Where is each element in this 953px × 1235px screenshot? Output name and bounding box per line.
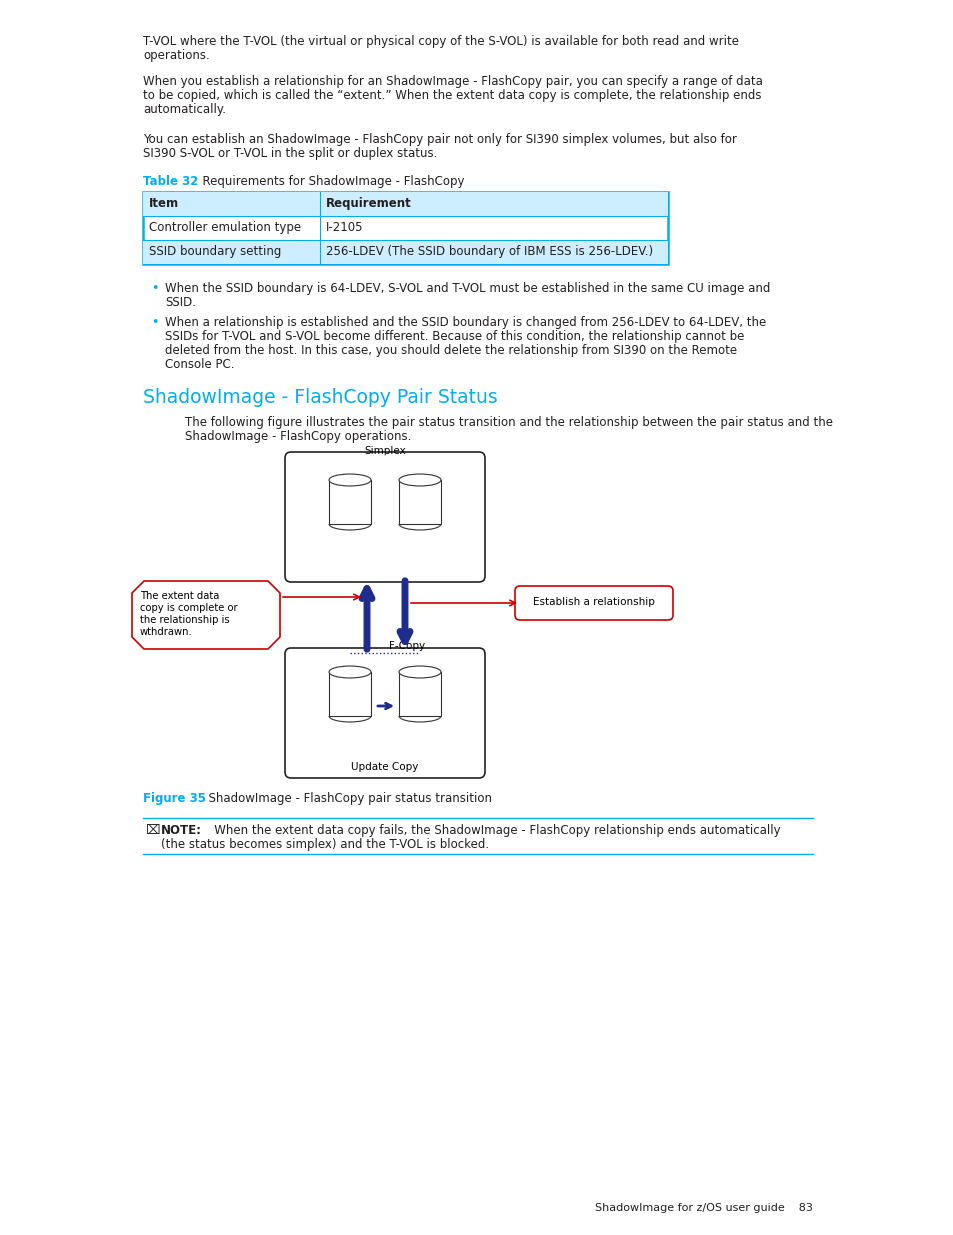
Text: I-2105: I-2105	[326, 221, 363, 233]
Bar	[398, 672, 440, 716]
Text: Figure 35: Figure 35	[143, 792, 206, 805]
Text: the relationship is: the relationship is	[140, 615, 230, 625]
Text: Establish a relationship: Establish a relationship	[533, 597, 655, 606]
Text: ShadowImage - FlashCopy operations.: ShadowImage - FlashCopy operations.	[185, 430, 411, 443]
Text: SI390 S-VOL or T-VOL in the split or duplex status.: SI390 S-VOL or T-VOL in the split or dup…	[143, 147, 436, 161]
Text: deleted from the host. In this case, you should delete the relationship from SI3: deleted from the host. In this case, you…	[165, 345, 737, 357]
Text: SSID boundary setting: SSID boundary setting	[149, 245, 281, 258]
Text: automatically.: automatically.	[143, 103, 226, 116]
Bar	[143, 191, 667, 264]
Ellipse shape	[398, 474, 440, 487]
Text: Simplex: Simplex	[364, 446, 405, 456]
Text: wthdrawn.: wthdrawn.	[140, 627, 193, 637]
Text: F-Copy: F-Copy	[389, 641, 425, 651]
FancyBboxPatch shape	[285, 452, 484, 582]
Text: Console PC.: Console PC.	[165, 358, 234, 370]
Text: operations.: operations.	[143, 49, 210, 62]
Text: SSIDs for T-VOL and S-VOL become different. Because of this condition, the relat: SSIDs for T-VOL and S-VOL become differe…	[165, 330, 743, 343]
Text: When the SSID boundary is 64-LDEV, S-VOL and T-VOL must be established in the sa: When the SSID boundary is 64-LDEV, S-VOL…	[165, 282, 770, 295]
Ellipse shape	[329, 666, 371, 678]
Bar	[143, 191, 667, 216]
Ellipse shape	[398, 666, 440, 678]
Text: T-VOL: T-VOL	[405, 700, 435, 710]
Text: ShadowImage - FlashCopy Pair Status: ShadowImage - FlashCopy Pair Status	[143, 388, 497, 408]
Text: 256-LDEV (The SSID boundary of IBM ESS is 256-LDEV.): 256-LDEV (The SSID boundary of IBM ESS i…	[326, 245, 653, 258]
Bar	[398, 480, 440, 524]
Text: You can establish an ShadowImage - FlashCopy pair not only for SI390 simplex vol: You can establish an ShadowImage - Flash…	[143, 133, 736, 146]
Ellipse shape	[329, 474, 371, 487]
Text: ⌧: ⌧	[145, 824, 159, 837]
Text: (the status becomes simplex) and the T-VOL is blocked.: (the status becomes simplex) and the T-V…	[161, 839, 489, 851]
Text: When the extent data copy fails, the ShadowImage - FlashCopy relationship ends a: When the extent data copy fails, the Sha…	[203, 824, 780, 837]
Text: Requirements for ShadowImage - FlashCopy: Requirements for ShadowImage - FlashCopy	[194, 175, 464, 188]
Text: When a relationship is established and the SSID boundary is changed from 256-LDE: When a relationship is established and t…	[165, 316, 765, 329]
Polygon shape	[132, 580, 280, 650]
Text: T-VOL where the T-VOL (the virtual or physical copy of the S-VOL) is available f: T-VOL where the T-VOL (the virtual or ph…	[143, 35, 739, 48]
Text: ShadowImage - FlashCopy pair status transition: ShadowImage - FlashCopy pair status tran…	[201, 792, 492, 805]
Text: SSID.: SSID.	[165, 296, 195, 309]
Text: to be copied, which is called the “extent.” When the extent data copy is complet: to be copied, which is called the “exten…	[143, 89, 760, 103]
Text: Requirement: Requirement	[326, 198, 412, 210]
Bar	[329, 480, 371, 524]
Text: Item: Item	[149, 198, 179, 210]
Text: •: •	[151, 316, 158, 329]
Text: NOTE:: NOTE:	[161, 824, 202, 837]
FancyBboxPatch shape	[285, 648, 484, 778]
Bar	[143, 240, 667, 264]
Text: Update Copy: Update Copy	[351, 762, 418, 772]
Text: ShadowImage for z/OS user guide    83: ShadowImage for z/OS user guide 83	[595, 1203, 812, 1213]
Bar	[329, 672, 371, 716]
FancyBboxPatch shape	[515, 585, 672, 620]
Text: copy is complete or: copy is complete or	[140, 603, 237, 613]
Text: S-VOL: S-VOL	[335, 700, 365, 710]
Text: The extent data: The extent data	[140, 592, 219, 601]
Text: Controller emulation type: Controller emulation type	[149, 221, 301, 233]
Text: •: •	[151, 282, 158, 295]
Text: The following figure illustrates the pair status transition and the relationship: The following figure illustrates the pai…	[185, 416, 832, 429]
Text: Table 32: Table 32	[143, 175, 198, 188]
Text: When you establish a relationship for an ShadowImage - FlashCopy pair, you can s: When you establish a relationship for an…	[143, 75, 762, 88]
